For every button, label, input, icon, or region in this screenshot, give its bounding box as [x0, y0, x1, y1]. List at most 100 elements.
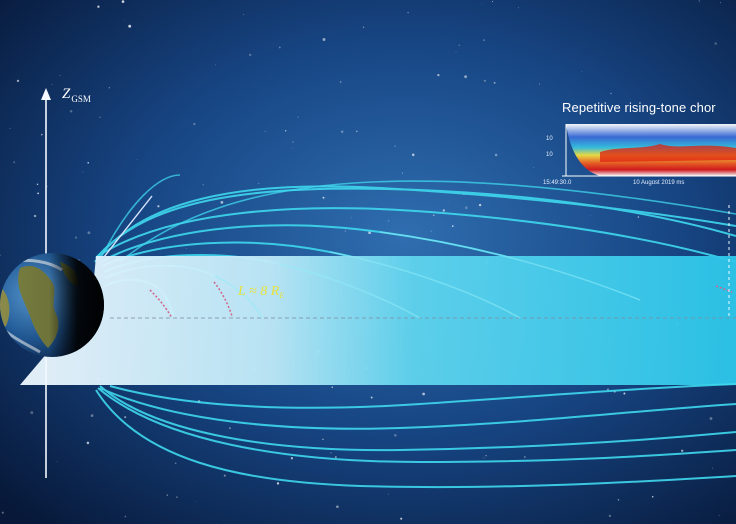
star — [16, 79, 20, 83]
star — [56, 461, 58, 463]
star — [174, 462, 177, 465]
star — [331, 386, 333, 388]
star — [485, 455, 487, 457]
star — [623, 392, 626, 395]
star — [220, 201, 224, 204]
star — [124, 515, 127, 518]
star — [322, 438, 324, 441]
star — [157, 205, 160, 208]
star — [698, 0, 700, 2]
star — [433, 214, 435, 216]
star — [481, 3, 483, 5]
spectrogram-title: Repetitive rising-tone chor — [562, 100, 716, 115]
star — [637, 216, 640, 218]
star — [608, 514, 612, 518]
star — [46, 185, 48, 187]
star — [292, 148, 293, 149]
spectrogram-y-tick-low: 10 — [546, 152, 553, 158]
star — [0, 254, 1, 257]
star — [491, 0, 494, 3]
star — [478, 203, 482, 207]
spectrogram-y-tick-high: 10 — [546, 136, 553, 142]
chorus-spectrogram-inset — [562, 124, 736, 177]
star — [195, 500, 197, 502]
star — [524, 456, 526, 458]
star — [712, 467, 714, 469]
star — [290, 457, 294, 460]
star — [581, 71, 583, 73]
star — [709, 417, 713, 420]
star — [87, 161, 90, 164]
star — [249, 53, 252, 57]
star — [718, 514, 720, 517]
star — [136, 158, 138, 160]
star — [437, 73, 440, 77]
star — [356, 130, 358, 133]
plasma-sheet — [20, 256, 736, 385]
star — [538, 83, 540, 85]
star — [651, 495, 654, 498]
spacecraft-trajectory-line — [99, 195, 153, 263]
star — [518, 7, 519, 9]
star — [483, 39, 485, 41]
star — [653, 179, 655, 182]
star — [455, 51, 457, 53]
star — [242, 14, 244, 15]
star — [322, 38, 326, 41]
star — [362, 26, 365, 28]
star — [368, 231, 371, 235]
star — [202, 184, 204, 186]
star — [336, 505, 339, 509]
star — [334, 456, 337, 459]
chorus-wave-marks — [149, 281, 733, 319]
star — [99, 116, 101, 119]
star — [617, 499, 620, 501]
star — [322, 196, 325, 199]
star — [607, 388, 609, 391]
star — [37, 192, 39, 195]
star — [388, 220, 390, 222]
star — [128, 24, 132, 28]
star — [97, 5, 100, 8]
star — [87, 231, 91, 235]
l-shell-label: L ≈ 8 RE — [238, 284, 285, 300]
star — [229, 427, 231, 429]
star — [13, 161, 16, 164]
star — [258, 183, 260, 184]
star — [422, 392, 425, 396]
star — [714, 42, 717, 45]
star — [590, 215, 592, 217]
star — [297, 116, 299, 118]
star — [186, 247, 188, 249]
star — [33, 214, 37, 218]
star — [9, 128, 11, 130]
star — [108, 87, 110, 89]
star — [720, 2, 722, 4]
star — [448, 200, 450, 202]
star — [442, 209, 446, 212]
star — [166, 494, 169, 496]
star — [394, 145, 396, 147]
star — [215, 64, 217, 66]
star — [411, 153, 415, 157]
star — [458, 44, 461, 47]
z-gsm-axis-label: ZGSM — [62, 86, 91, 104]
star — [264, 130, 266, 132]
star — [340, 130, 344, 133]
star — [430, 230, 432, 232]
earth — [0, 253, 104, 357]
star — [82, 171, 84, 173]
star — [59, 74, 61, 76]
star — [124, 416, 127, 419]
star — [36, 183, 39, 186]
star — [400, 517, 403, 520]
star — [464, 206, 468, 210]
star — [1, 511, 4, 514]
star — [123, 19, 125, 20]
star — [407, 11, 409, 14]
star — [86, 441, 90, 445]
star — [494, 153, 498, 157]
star — [223, 474, 226, 477]
